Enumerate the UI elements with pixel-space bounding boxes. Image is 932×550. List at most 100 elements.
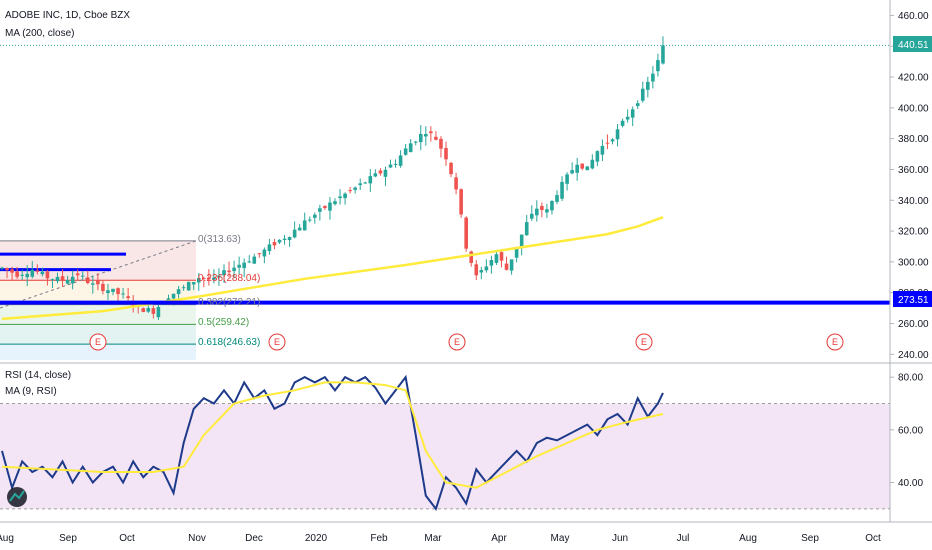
candle bbox=[181, 284, 186, 291]
candle bbox=[116, 287, 120, 304]
candle bbox=[207, 269, 211, 286]
candle bbox=[635, 100, 640, 109]
fib-zone-below bbox=[0, 344, 196, 360]
time-tick-label: Sep bbox=[801, 533, 819, 544]
candle bbox=[595, 150, 600, 167]
candle bbox=[121, 288, 125, 299]
candle bbox=[514, 247, 519, 263]
rsi-pane[interactable] bbox=[0, 374, 890, 511]
fib-label-0236: 0.236(288.04) bbox=[198, 273, 260, 284]
candle bbox=[353, 186, 357, 194]
candle bbox=[646, 76, 650, 98]
candle bbox=[80, 271, 85, 280]
candle bbox=[434, 131, 438, 141]
time-tick-label: Aug bbox=[0, 533, 14, 544]
price-tick-label: 460.00 bbox=[898, 11, 929, 22]
earnings-marker[interactable]: E bbox=[635, 333, 653, 351]
rsi-line bbox=[1, 374, 664, 511]
support-price-tag bbox=[893, 291, 932, 307]
candle bbox=[580, 163, 585, 171]
rsi-tick-label: 80.00 bbox=[898, 373, 923, 384]
candle bbox=[323, 205, 327, 210]
candle bbox=[509, 259, 514, 275]
candle bbox=[625, 109, 630, 123]
candle bbox=[398, 150, 403, 168]
time-tick-label: May bbox=[551, 533, 570, 544]
candle bbox=[469, 250, 474, 267]
candle bbox=[307, 216, 312, 223]
rsi-tick-label: 40.00 bbox=[898, 478, 923, 489]
candle bbox=[222, 264, 226, 283]
earnings-marker[interactable]: E bbox=[448, 333, 466, 351]
fib-zone-0382-05 bbox=[0, 304, 196, 325]
price-tick-label: 320.00 bbox=[898, 227, 929, 238]
last-price-tag-text: 440.51 bbox=[898, 40, 929, 51]
price-tick-label: 260.00 bbox=[898, 319, 929, 330]
candle bbox=[464, 216, 468, 252]
candle bbox=[348, 187, 352, 194]
ma-indicator-label: MA (200, close) bbox=[5, 28, 74, 39]
price-tick-label: 300.00 bbox=[898, 257, 929, 268]
candle bbox=[126, 287, 130, 301]
candle bbox=[570, 162, 574, 175]
rsi-tick-label: 60.00 bbox=[898, 425, 923, 436]
time-tick-label: Mar bbox=[424, 533, 442, 544]
candle bbox=[227, 261, 231, 278]
candle bbox=[5, 267, 9, 279]
candle bbox=[0, 266, 4, 271]
candle bbox=[151, 305, 156, 319]
candle bbox=[313, 212, 317, 224]
candle bbox=[25, 265, 30, 287]
earnings-marker[interactable]: E bbox=[89, 333, 107, 351]
time-tick-label: Jul bbox=[677, 533, 690, 544]
fib-label-0618: 0.618(246.63) bbox=[198, 337, 260, 348]
candle bbox=[444, 141, 448, 166]
candle bbox=[196, 273, 201, 291]
candle bbox=[257, 252, 262, 258]
candle bbox=[630, 106, 635, 127]
svg-text:E: E bbox=[274, 337, 280, 347]
svg-text:E: E bbox=[641, 337, 647, 347]
candle bbox=[297, 224, 302, 231]
candle bbox=[383, 166, 388, 186]
price-pane[interactable] bbox=[0, 0, 890, 362]
candle bbox=[217, 268, 221, 286]
rsi-ma-indicator-label: MA (9, RSI) bbox=[5, 386, 57, 397]
price-tick-label: 240.00 bbox=[898, 350, 929, 361]
candle bbox=[408, 139, 413, 153]
candle bbox=[232, 260, 236, 279]
candle bbox=[585, 166, 590, 171]
candle bbox=[565, 172, 569, 191]
candle bbox=[292, 221, 297, 239]
candle bbox=[10, 266, 14, 280]
earnings-marker[interactable]: E bbox=[826, 333, 844, 351]
rsi-indicator-label: RSI (14, close) bbox=[5, 370, 71, 381]
candle bbox=[282, 235, 287, 245]
candle bbox=[267, 238, 272, 255]
svg-text:E: E bbox=[454, 337, 460, 347]
last-price-tag bbox=[893, 36, 932, 52]
rsi-band bbox=[0, 403, 890, 509]
candle bbox=[252, 253, 257, 264]
candle bbox=[237, 256, 241, 275]
candle bbox=[651, 66, 655, 89]
candlestick-series[interactable] bbox=[0, 36, 665, 320]
candle bbox=[277, 239, 282, 244]
svg-text:E: E bbox=[832, 337, 838, 347]
candle bbox=[640, 81, 645, 103]
candle bbox=[454, 172, 458, 195]
tradingview-logo-icon bbox=[7, 487, 27, 507]
price-tick-label: 340.00 bbox=[898, 196, 929, 207]
candle bbox=[101, 280, 105, 295]
candle bbox=[15, 266, 19, 279]
candle bbox=[85, 270, 90, 285]
candle bbox=[413, 140, 418, 146]
candle bbox=[499, 250, 504, 268]
time-tick-label: Aug bbox=[739, 533, 757, 544]
candle bbox=[479, 266, 484, 280]
price-tick-label: 380.00 bbox=[898, 134, 929, 145]
candle bbox=[328, 197, 332, 220]
earnings-marker[interactable]: E bbox=[268, 333, 286, 351]
candle bbox=[302, 212, 307, 231]
